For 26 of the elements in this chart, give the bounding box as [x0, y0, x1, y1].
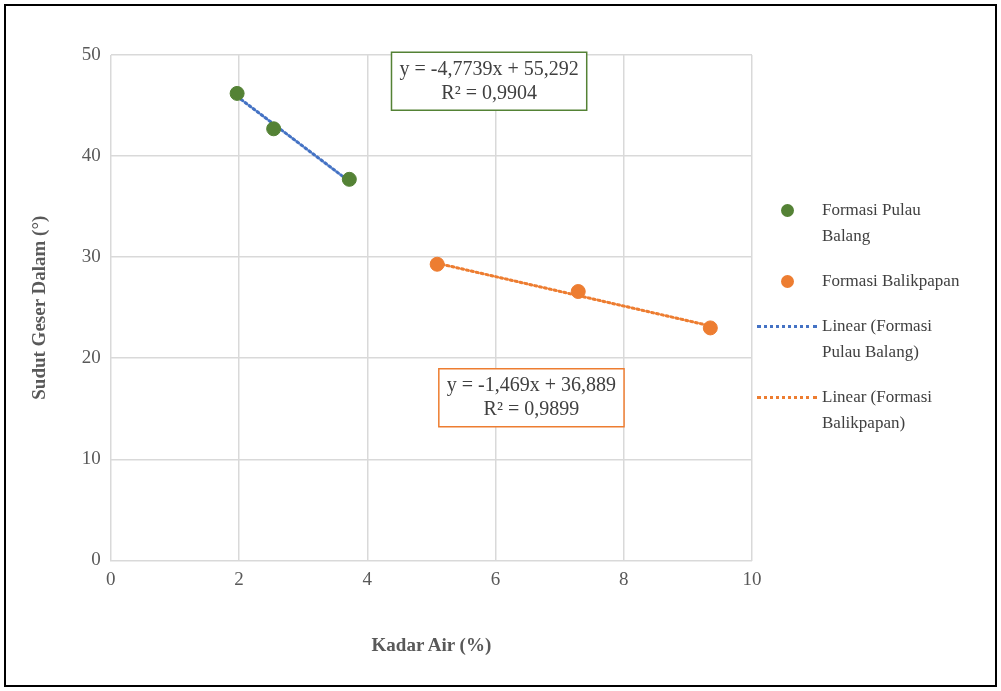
point [702, 320, 718, 336]
y-tick-label: 10 [81, 447, 101, 469]
legend-label: Linear (Formasi Balikpapan) [822, 386, 933, 434]
x-axis-title: Kadar Air (%) [371, 633, 492, 656]
x-tick-label: 8 [619, 567, 629, 589]
y-tick-label: 20 [81, 346, 101, 368]
legend-label: Formasi Pulau Balang [822, 199, 922, 247]
point [429, 256, 445, 272]
point [570, 284, 586, 300]
y-tick-label: 30 [81, 245, 101, 267]
x-tick-label: 10 [742, 567, 762, 589]
x-tick-label: 4 [362, 567, 373, 589]
y-tick-label: 0 [91, 548, 101, 570]
annotation: y = -1,469x + 36,889 R² = 0,9899 [446, 372, 617, 419]
point [229, 85, 245, 101]
y-tick-label: 40 [81, 144, 101, 166]
point [266, 121, 282, 137]
y-tick-label: 50 [81, 42, 101, 64]
x-tick-label: 0 [106, 567, 116, 589]
point [341, 171, 357, 187]
legend-label: Linear (Formasi Pulau Balang) [822, 315, 933, 363]
x-tick-label: 2 [234, 567, 244, 589]
legend-label: Formasi Balikpapan [822, 270, 961, 292]
annotation: y = -4,7739x + 55,292 R² = 0,9904 [399, 56, 579, 103]
y-axis-title: Sudut Geser Dalam (°) [28, 215, 51, 400]
x-tick-label: 6 [490, 567, 501, 589]
